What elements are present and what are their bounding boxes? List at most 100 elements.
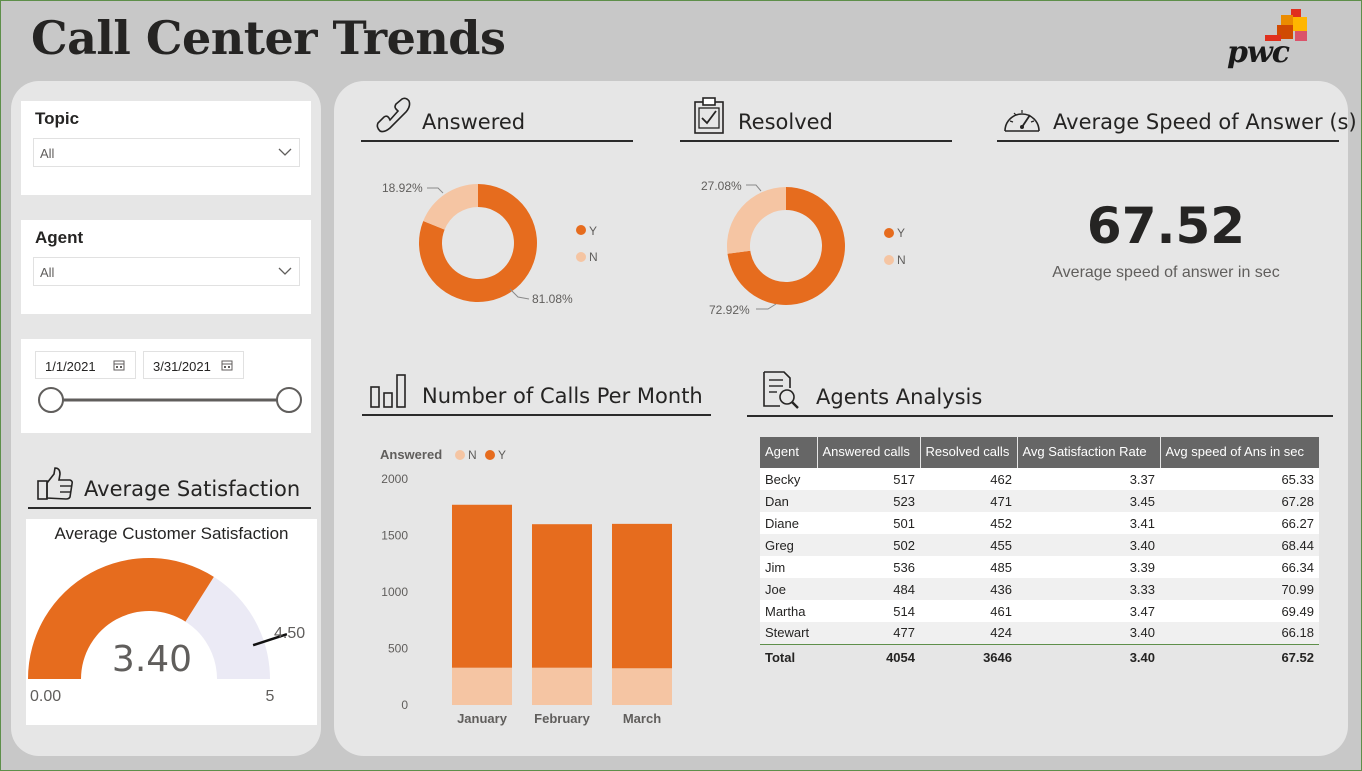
legend-n-text: N	[589, 250, 598, 264]
gauge-title: Average Customer Satisfaction	[54, 524, 289, 543]
pwc-logo: pwc	[1219, 5, 1319, 77]
topic-slicer: Topic All	[21, 101, 311, 195]
bar-n-february[interactable]	[532, 667, 592, 705]
table-cell: 452	[920, 512, 1017, 534]
satisfaction-header: Average Satisfaction	[28, 465, 311, 509]
table-cell: 461	[920, 600, 1017, 622]
agent-dropdown[interactable]: All	[33, 257, 300, 286]
answered-title: Answered	[422, 110, 526, 134]
logo-text: pwc	[1227, 35, 1290, 70]
gauge-target-marker	[252, 633, 288, 647]
slider-end-handle[interactable]	[276, 387, 302, 413]
table-cell: Becky	[760, 468, 817, 490]
resolved-y-leader	[756, 303, 777, 310]
clipboard-check-icon	[694, 97, 724, 134]
y-tick-label: 1000	[381, 585, 408, 599]
table-row: Dan 523 471 3.45 67.28	[760, 490, 1319, 512]
answered-y-leader	[509, 288, 530, 300]
x-tick-label: February	[534, 711, 590, 726]
chevron-down-icon	[278, 267, 292, 275]
table-header-row: Agent Answered calls Resolved calls Avg …	[760, 437, 1319, 468]
resolved-header: Resolved	[680, 97, 952, 142]
legend-n-marker	[884, 255, 894, 265]
table-cell: 484	[817, 578, 920, 600]
table-cell: 66.34	[1160, 556, 1319, 578]
resolved-title: Resolved	[738, 110, 833, 134]
table-cell: 3.33	[1017, 578, 1160, 600]
gauge-target-label: 4.50	[274, 625, 305, 642]
document-search-icon	[763, 371, 799, 409]
table-cell: 424	[920, 622, 1017, 644]
speedometer-icon	[1004, 110, 1040, 132]
bar-legend-n-marker	[455, 450, 465, 460]
answered-header: Answered	[361, 97, 633, 142]
table-cell: 471	[920, 490, 1017, 512]
answered-y-label: 81.08%	[532, 292, 573, 306]
phone-icon	[376, 97, 411, 133]
slider-start-handle[interactable]	[38, 387, 64, 413]
y-tick-label: 1500	[381, 529, 408, 543]
satisfaction-gauge: 3.40 0.00 5 4.50	[28, 558, 305, 705]
topic-dropdown-value: All	[40, 146, 55, 161]
start-date-input[interactable]: 1/1/2021	[35, 351, 136, 379]
date-range-slider[interactable]	[35, 385, 305, 415]
table-cell: 66.18	[1160, 622, 1319, 644]
gauge-value-arc	[28, 558, 214, 679]
bar-n-march[interactable]	[612, 668, 672, 705]
table-cell: 3646	[920, 643, 1017, 667]
table-cell: Diane	[760, 512, 817, 534]
resolved-y-label: 72.92%	[709, 303, 750, 317]
chevron-down-icon	[278, 148, 292, 156]
table-cell: 67.52	[1160, 643, 1319, 667]
table-cell: 485	[920, 556, 1017, 578]
topic-dropdown[interactable]: All	[33, 138, 300, 167]
table-cell: 3.40	[1017, 643, 1160, 667]
column-header[interactable]: Resolved calls	[920, 437, 1018, 468]
calendar-icon	[113, 360, 125, 371]
bar-chart-icon	[370, 374, 406, 408]
bar-n-january[interactable]	[452, 667, 512, 705]
legend-n-marker	[576, 252, 586, 262]
agents-table: Agent Answered calls Resolved calls Avg …	[760, 437, 1319, 667]
column-header[interactable]: Avg Satisfaction Rate	[1017, 437, 1161, 468]
table-cell: 3.37	[1017, 468, 1160, 490]
agent-slicer: Agent All	[21, 220, 311, 314]
table-cell: 3.39	[1017, 556, 1160, 578]
satisfaction-gauge-card: Average Customer Satisfaction 3.40 0.00 …	[26, 519, 317, 725]
legend-y-text: Y	[589, 224, 597, 238]
y-tick-label: 2000	[381, 472, 408, 486]
table-cell: Dan	[760, 490, 817, 512]
x-tick-label: January	[457, 711, 508, 726]
legend-n-text: N	[897, 253, 906, 267]
gauge-max-label: 5	[266, 688, 275, 705]
table-total-row: Total 4054 3646 3.40 67.52	[760, 643, 1319, 667]
bar-y-march[interactable]	[612, 523, 672, 669]
table-cell: 501	[817, 512, 920, 534]
bar-y-february[interactable]	[532, 524, 592, 668]
table-cell: Greg	[760, 534, 817, 556]
column-header[interactable]: Answered calls	[817, 437, 921, 468]
table-cell: 70.99	[1160, 578, 1319, 600]
table-row: Becky 517 462 3.37 65.33	[760, 468, 1319, 490]
answered-y-slice	[419, 184, 537, 303]
table-cell: 517	[817, 468, 920, 490]
table-cell: 3.40	[1017, 622, 1160, 644]
x-tick-label: March	[623, 711, 661, 726]
table-cell: 462	[920, 468, 1017, 490]
table-cell: Martha	[760, 600, 817, 622]
speed-kpi-label: Average speed of answer in sec	[1052, 264, 1280, 281]
column-header[interactable]: Avg speed of Ans in sec	[1160, 437, 1319, 468]
calls-per-month-chart: Answered N Y 2000 1500 1000 500 0 January Feb…	[380, 447, 672, 726]
resolved-n-label: 27.08%	[701, 179, 742, 193]
table-cell: 536	[817, 556, 920, 578]
answered-donut-chart: 18.92% 81.08% Y N	[382, 181, 598, 306]
table-cell: 3.45	[1017, 490, 1160, 512]
table-cell: 455	[920, 534, 1017, 556]
table-row: Jim 536 485 3.39 66.34	[760, 556, 1319, 578]
end-date-input[interactable]: 3/31/2021	[143, 351, 244, 379]
column-header[interactable]: Agent	[760, 437, 818, 468]
bar-y-january[interactable]	[452, 504, 512, 668]
table-cell: 67.28	[1160, 490, 1319, 512]
thumbs-up-icon	[37, 467, 74, 500]
legend-y-marker	[884, 228, 894, 238]
